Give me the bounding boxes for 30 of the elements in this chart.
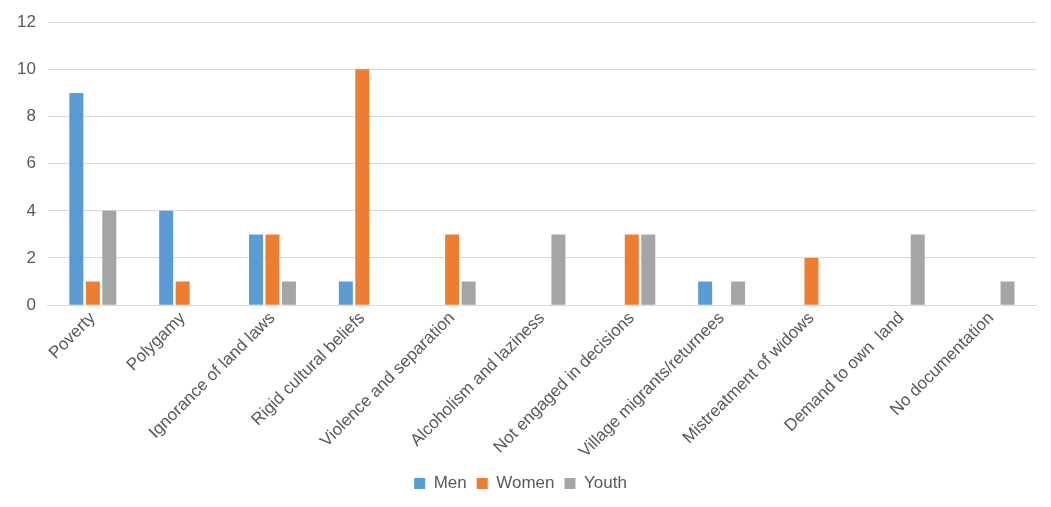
bar	[159, 210, 174, 305]
legend-label: Women	[496, 473, 555, 493]
bar	[624, 234, 639, 305]
y-tick-label: 4	[26, 200, 36, 220]
y-tick-label: 6	[26, 153, 36, 173]
bar	[102, 210, 117, 305]
bar	[698, 281, 713, 305]
bar	[265, 234, 280, 305]
bar	[1000, 281, 1015, 305]
y-tick-label: 10	[16, 59, 36, 79]
bar	[69, 92, 84, 305]
bar	[355, 69, 370, 305]
y-tick-label: 2	[26, 247, 36, 267]
bar	[731, 281, 746, 305]
bar	[461, 281, 476, 305]
bar	[551, 234, 566, 305]
y-tick-label: 0	[26, 294, 36, 314]
bar	[249, 234, 264, 305]
y-tick-label: 8	[26, 106, 36, 126]
bar	[445, 234, 460, 305]
bar	[338, 281, 353, 305]
bar	[910, 234, 925, 305]
bar	[281, 281, 296, 305]
bar	[641, 234, 656, 305]
legend-label: Youth	[583, 473, 627, 493]
legend-label: Men	[433, 473, 467, 493]
bar	[85, 281, 100, 305]
y-tick-label: 12	[16, 11, 36, 31]
bar	[804, 257, 819, 305]
bar	[175, 281, 190, 305]
